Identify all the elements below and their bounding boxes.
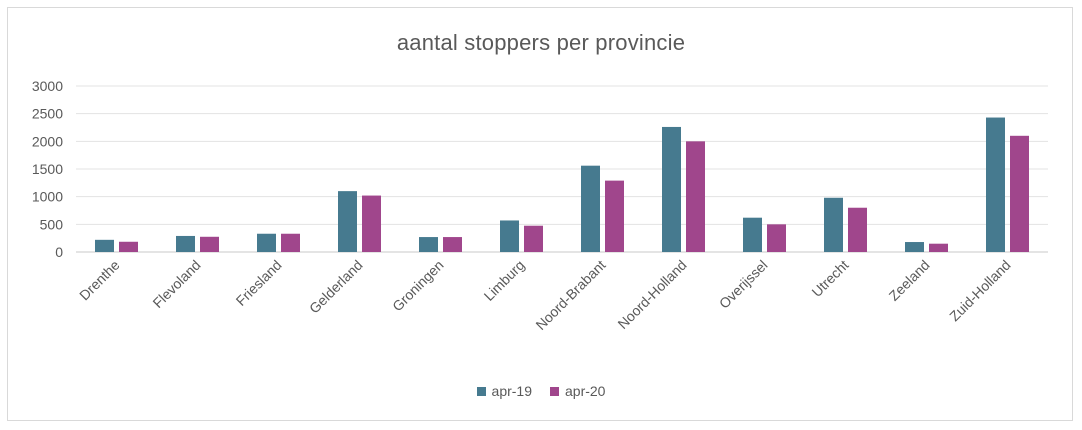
x-tick-label: Noord-Holland — [614, 257, 689, 332]
x-tick-label: Gelderland — [306, 257, 366, 317]
bar-apr-20-noord-holland — [686, 141, 705, 252]
legend-swatch-apr-20 — [550, 386, 559, 396]
bar-apr-19-friesland — [257, 233, 276, 252]
bar-apr-19-gelderland — [338, 191, 357, 252]
x-tick-label: Groningen — [389, 257, 447, 315]
x-tick-label: Overijssel — [716, 257, 771, 312]
bar-apr-20-zuid-holland — [1010, 135, 1029, 252]
y-tick-label: 2500 — [32, 106, 63, 122]
bar-apr-19-groningen — [419, 237, 438, 252]
chart-title: aantal stoppers per provincie — [396, 30, 686, 55]
x-tick-label: Zuid-Holland — [946, 257, 1013, 324]
bar-apr-20-limburg — [524, 225, 543, 252]
legend-item-apr-19: apr-19 — [476, 383, 532, 399]
bar-apr-20-groningen — [443, 237, 462, 252]
bar-apr-19-noord-brabant — [581, 165, 600, 252]
bar-apr-19-noord-holland — [662, 126, 681, 252]
bar-apr-19-flevoland — [176, 235, 195, 252]
x-tick-label: Noord-Brabant — [532, 257, 608, 333]
x-tick-label: Utrecht — [808, 257, 851, 300]
y-tick-label: 500 — [40, 216, 64, 232]
bar-apr-20-gelderland — [362, 195, 381, 252]
y-tick-label: 3000 — [32, 78, 63, 94]
x-tick-label: Limburg — [481, 257, 528, 304]
bar-apr-20-zeeland — [929, 243, 948, 252]
bar-apr-19-drenthe — [95, 239, 114, 252]
y-tick-label: 1500 — [32, 161, 63, 177]
legend-swatch-apr-19 — [476, 386, 486, 396]
bar-apr-20-flevoland — [200, 236, 219, 252]
bar-apr-20-drenthe — [119, 241, 138, 252]
y-tick-label: 2000 — [32, 133, 63, 149]
y-tick-label: 1000 — [32, 189, 63, 205]
legend: apr-19 apr-20 — [0, 383, 1082, 399]
bar-apr-20-noord-brabant — [605, 180, 624, 252]
bar-apr-19-zuid-holland — [986, 117, 1005, 252]
bar-apr-19-zeeland — [905, 242, 924, 252]
x-tick-label: Zeeland — [886, 257, 933, 304]
legend-item-apr-20: apr-20 — [550, 383, 605, 399]
bar-apr-20-utrecht — [848, 207, 867, 252]
legend-label-apr-20: apr-20 — [565, 383, 606, 399]
x-tick-label: Friesland — [233, 257, 285, 309]
x-tick-label: Flevoland — [149, 257, 203, 311]
bar-apr-19-limburg — [500, 220, 519, 252]
x-tick-label: Drenthe — [76, 257, 123, 304]
legend-label-apr-19: apr-19 — [491, 383, 532, 399]
bar-apr-20-overijssel — [767, 224, 786, 252]
bar-apr-19-utrecht — [824, 197, 843, 252]
y-tick-label: 0 — [55, 244, 63, 260]
bar-apr-19-overijssel — [743, 217, 762, 252]
bar-apr-20-friesland — [281, 233, 300, 252]
chart-frame — [7, 7, 1073, 421]
